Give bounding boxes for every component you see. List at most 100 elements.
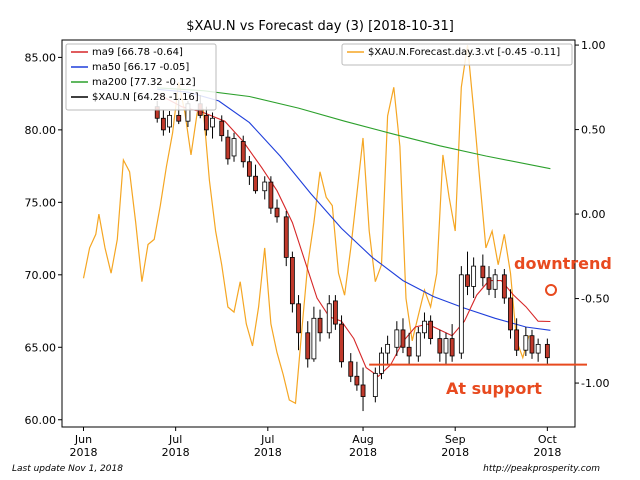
x-tick-label: Oct xyxy=(538,433,558,446)
x-tick-label: Jul xyxy=(260,433,274,446)
series-line-forecast xyxy=(82,45,530,405)
candle-body xyxy=(428,320,434,339)
candle-body xyxy=(443,338,449,354)
candle-body xyxy=(203,114,209,131)
candle-body xyxy=(339,323,344,363)
last-update-text: Last update Nov 1, 2018 xyxy=(12,464,123,474)
x-tick-label: 2018 xyxy=(441,446,469,459)
candle-body xyxy=(514,329,520,351)
legend-label: $XAU.N.Forecast.day.3.vt [-0.45 -0.11] xyxy=(368,47,560,58)
candle-body xyxy=(268,181,274,209)
candle-body xyxy=(305,332,311,360)
candle-body xyxy=(394,329,400,348)
left-tick-label: 70.00 xyxy=(25,269,57,282)
candle-body xyxy=(544,343,550,359)
x-tick-label: 2018 xyxy=(70,446,98,459)
candle-body xyxy=(219,120,225,137)
legend-label: $XAU.N [64.28 -1.16] xyxy=(92,92,199,103)
candle-body xyxy=(274,207,280,218)
left-tick-label: 85.00 xyxy=(25,51,57,64)
x-tick-label: 2018 xyxy=(254,446,282,459)
candle-body xyxy=(348,361,354,377)
plot-frame xyxy=(61,39,576,428)
legend-label: ma50 [66.17 -0.05] xyxy=(92,62,189,73)
candle-body xyxy=(160,117,166,131)
candle-body xyxy=(317,317,323,334)
source-url-text: http://peakprosperity.com xyxy=(483,464,600,474)
legend-box xyxy=(341,43,573,66)
candle-body xyxy=(246,161,252,177)
legend-box xyxy=(65,43,217,111)
series-lines xyxy=(82,45,551,405)
legend-label: ma9 [66.78 -0.64] xyxy=(92,47,183,58)
series-line-ma50 xyxy=(157,88,551,331)
candles xyxy=(154,95,550,412)
candle-body xyxy=(372,372,378,397)
candle-body xyxy=(437,338,443,354)
candle-body xyxy=(529,335,535,354)
left-tick-label: 60.00 xyxy=(25,414,57,427)
left-axis: 60.00 65.00 70.00 75.00 80.00 85.00 xyxy=(25,51,62,427)
candle-body xyxy=(415,332,421,357)
candle-body xyxy=(253,175,258,192)
candle-body xyxy=(289,257,295,305)
right-tick-label: 1.00 xyxy=(581,39,606,52)
x-tick-label: 2018 xyxy=(162,446,190,459)
legend-right: $XAU.N.Forecast.day.3.vt [-0.45 -0.11] xyxy=(341,43,573,66)
annotation-downtrend: downtrend xyxy=(514,254,612,273)
candle-body xyxy=(332,300,338,325)
candle-body xyxy=(449,338,455,357)
left-tick-label: 80.00 xyxy=(25,124,57,137)
candle-body xyxy=(231,138,237,157)
candle-body xyxy=(176,114,182,122)
right-tick-label: 0.50 xyxy=(581,124,606,137)
annotation-marker xyxy=(545,284,557,296)
candle-body xyxy=(225,136,231,160)
candle-body xyxy=(385,343,391,354)
legend-label: ma200 [77.32 -0.12] xyxy=(92,77,196,88)
candle-body xyxy=(480,265,486,279)
candle-body xyxy=(379,352,384,374)
x-tick-label: 2018 xyxy=(533,446,561,459)
candle-body xyxy=(523,335,529,351)
candle-body xyxy=(501,274,507,299)
right-tick-label: 0.00 xyxy=(581,208,606,221)
x-tick-label: Aug xyxy=(352,433,373,446)
candle-body xyxy=(458,274,464,354)
legend-left: ma9 [66.78 -0.64] ma50 [66.17 -0.05] ma200… xyxy=(65,43,217,111)
left-tick-label: 65.00 xyxy=(25,341,57,354)
candle-body xyxy=(240,141,246,163)
candle-body xyxy=(465,274,470,287)
candle-body xyxy=(210,117,215,128)
left-tick-label: 75.00 xyxy=(25,196,57,209)
right-tick-label: -0.50 xyxy=(581,293,609,306)
candle-body xyxy=(486,277,492,290)
annotation-support: At support xyxy=(446,379,542,398)
x-axis: Jun2018Jul2018Jul2018Aug2018Sep2018Oct20… xyxy=(70,427,561,459)
candle-body xyxy=(283,216,289,258)
candle-body xyxy=(354,375,360,386)
right-axis: -1.00 -0.50 0.00 0.50 1.00 xyxy=(575,39,609,390)
candle-body xyxy=(400,329,406,348)
candle-body xyxy=(360,384,366,397)
candle-body xyxy=(535,343,541,354)
x-tick-label: Sep xyxy=(445,433,466,446)
series-line-ma200 xyxy=(157,87,551,170)
annotations: downtrend At support xyxy=(369,254,612,398)
candle-body xyxy=(471,265,477,287)
chart-title: $XAU.N vs Forecast day (3) [2018-10-31] xyxy=(186,19,454,34)
candle-body xyxy=(492,274,498,290)
candle-body xyxy=(508,297,513,331)
x-tick-label: Jul xyxy=(168,433,182,446)
x-tick-label: 2018 xyxy=(349,446,377,459)
candle-body xyxy=(262,181,268,192)
x-tick-label: Jun xyxy=(74,433,92,446)
candle-body xyxy=(422,320,427,334)
candle-body xyxy=(406,346,412,357)
candle-body xyxy=(326,303,332,334)
candle-body xyxy=(167,114,172,128)
candle-body xyxy=(296,303,301,334)
candle-body xyxy=(311,317,317,360)
right-tick-label: -1.00 xyxy=(581,377,609,390)
